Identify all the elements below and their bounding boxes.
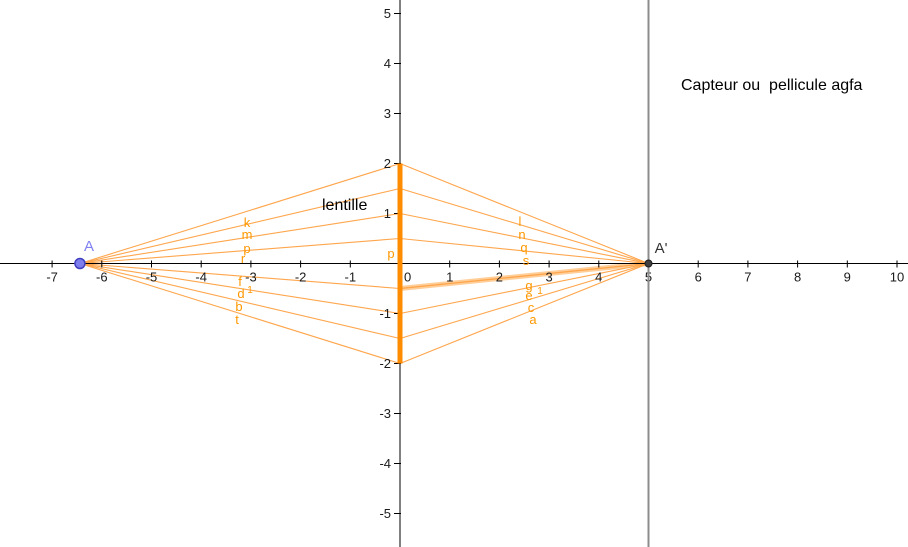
x-axis-tick-label: -7 [46, 270, 58, 285]
ray-label-e: e [525, 288, 532, 303]
y-axis-tick-label: -3 [379, 406, 391, 421]
ray-label-f: f [238, 274, 242, 289]
ray-label-c: c [528, 300, 535, 315]
point-A-label: A [84, 238, 94, 255]
x-axis-tick-label: 9 [844, 270, 851, 285]
x-axis-tick-label: -6 [96, 270, 108, 285]
incident-ray [79, 237, 401, 265]
incident-ray [79, 162, 401, 265]
x-axis-tick-label: 10 [890, 270, 904, 285]
x-axis-tick-label: 4 [595, 270, 602, 285]
x-axis-tick-label: 6 [695, 270, 702, 285]
x-axis-tick-label: -4 [195, 270, 207, 285]
sensor-caption: Capteur ou pellicule agfa [681, 77, 863, 94]
ray-label-1: 1 [247, 285, 253, 296]
x-axis-tick-label: -3 [245, 270, 257, 285]
y-axis-tick-label: -5 [379, 506, 391, 521]
refracted-ray [399, 262, 649, 290]
ray-label-n: n [518, 227, 525, 242]
refracted-ray [399, 212, 649, 265]
refracted-ray [399, 162, 649, 265]
ray-label-q: q [520, 240, 527, 255]
x-axis-tick-label: 1 [446, 270, 453, 285]
ray-label-l: l [519, 214, 522, 229]
refracted-ray [399, 262, 649, 315]
lens-caption: lentille [322, 197, 368, 214]
y-axis-tick-label: 2 [384, 156, 391, 171]
ray-label-g: g [525, 278, 532, 293]
refracted-ray [399, 187, 649, 265]
x-axis-tick-label: -1 [345, 270, 357, 285]
x-axis-tick-label: 8 [794, 270, 801, 285]
refracted-ray [399, 262, 649, 340]
y-axis-tick-label: -4 [379, 456, 391, 471]
incident-ray [79, 212, 401, 265]
incident-ray [79, 262, 401, 365]
origin-label: 0 [404, 270, 411, 285]
x-axis-tick-label: 2 [496, 270, 503, 285]
ray-label-r: r [241, 251, 246, 266]
ray-label-a: a [529, 312, 537, 327]
y-axis-tick-label: -2 [379, 356, 391, 371]
x-axis-tick-label: 3 [545, 270, 552, 285]
ray-label-d: d [237, 286, 244, 301]
incident-ray [79, 262, 401, 315]
ray-label-k: k [244, 215, 251, 230]
x-axis-tick-label: -5 [146, 270, 158, 285]
x-axis-tick-label: 7 [744, 270, 751, 285]
point-A[interactable] [74, 257, 86, 270]
y-axis-tick-label: 3 [384, 106, 391, 121]
incident-ray [79, 187, 401, 265]
ray-label-m: m [242, 227, 253, 242]
incident-ray [79, 262, 401, 290]
refracted-ray [399, 262, 649, 365]
ray-label-p: p [243, 241, 250, 256]
y-axis-tick-label: -1 [379, 306, 391, 321]
incident-ray [79, 262, 401, 340]
ray-label-s: s [523, 253, 530, 268]
x-axis-tick-label: -2 [295, 270, 307, 285]
y-axis-tick-label: 1 [384, 206, 391, 221]
ray-label-p: p [387, 246, 394, 261]
point-A-prime[interactable] [644, 259, 653, 268]
point-A-prime-label: A' [655, 240, 668, 257]
ray-label-b: b [235, 299, 242, 314]
y-axis-tick-label: 4 [384, 56, 391, 71]
y-axis-tick-label: 5 [384, 6, 391, 21]
refracted-ray [399, 237, 649, 265]
ray-label-1: 1 [537, 286, 543, 297]
ray-label-t: t [235, 312, 239, 327]
